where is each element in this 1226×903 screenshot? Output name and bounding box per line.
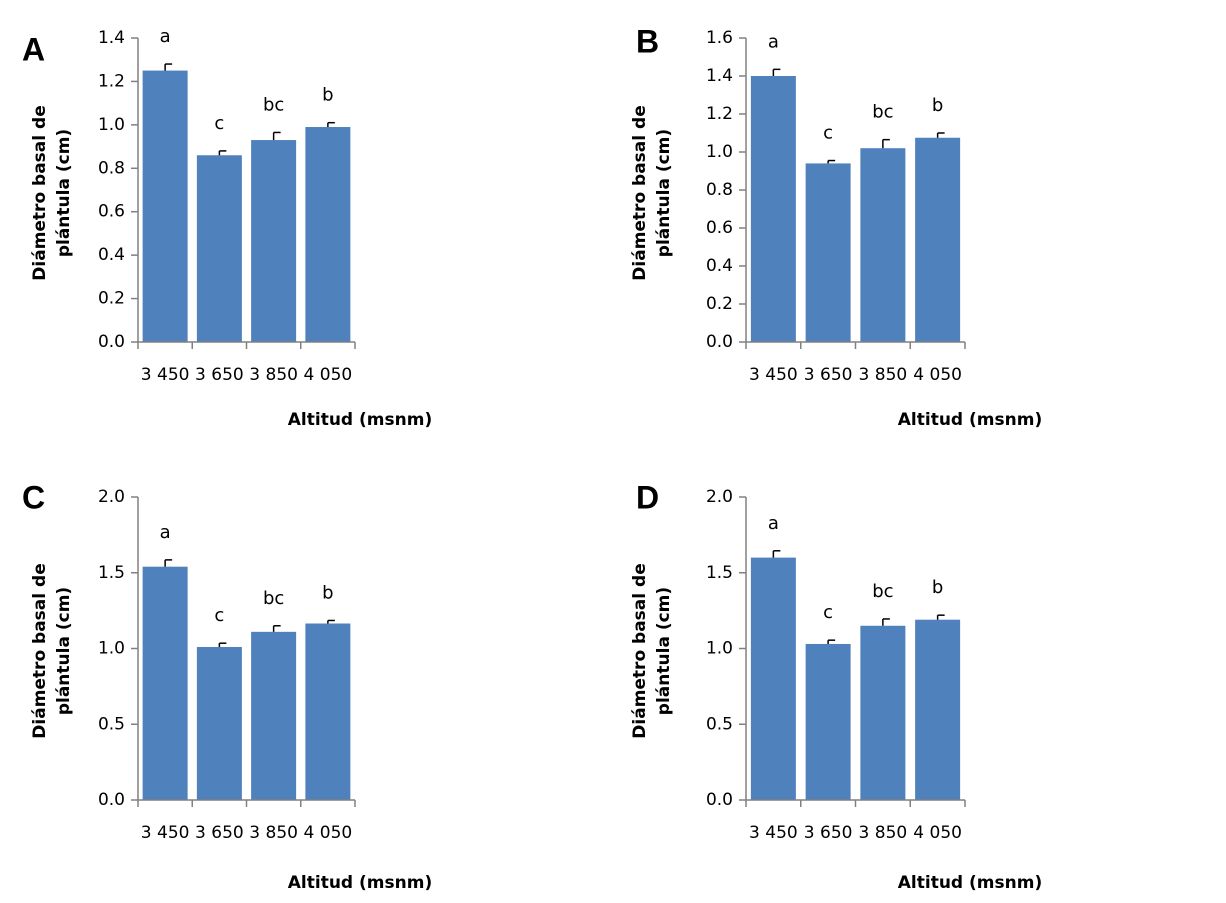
y-axis-title: plántula (cm) (654, 587, 674, 715)
bar (251, 631, 297, 800)
y-tick-label: 1.2 (706, 104, 733, 124)
y-tick-label: 1.0 (706, 142, 733, 162)
significance-label: a (768, 513, 779, 534)
significance-label: b (932, 95, 943, 116)
bar (750, 557, 796, 800)
y-tick-label: 1.5 (98, 563, 125, 583)
y-tick-label: 1.4 (98, 28, 125, 48)
x-tick-label: 3 850 (249, 823, 298, 843)
bar (805, 163, 851, 342)
y-axis-title: Diámetro basal de (30, 563, 50, 738)
y-tick-label: 1.0 (706, 639, 733, 659)
y-tick-label: 0.4 (98, 245, 125, 265)
y-tick-label: 0.5 (706, 714, 733, 734)
chart-panel-d: D 0.0 0.5 1.0 1.5 2.0 a 3 450 c 3 650 bc 3 850 b 4 05… (630, 479, 1042, 893)
significance-label: c (823, 602, 833, 623)
panel-label: A (22, 31, 45, 67)
panel-label: C (22, 479, 45, 515)
y-tick-label: 0.5 (98, 714, 125, 734)
bar (196, 155, 242, 342)
y-tick-label: 0.0 (706, 790, 733, 810)
y-axis-title: plántula (cm) (54, 587, 74, 715)
x-tick-label: 3 650 (195, 823, 244, 843)
y-tick-label: 0.0 (706, 332, 733, 352)
significance-label: a (160, 522, 171, 543)
x-tick-label: 3 850 (249, 365, 298, 385)
significance-label: b (322, 85, 333, 106)
x-tick-label: 3 450 (141, 823, 190, 843)
y-tick-label: 0.4 (706, 256, 733, 276)
y-tick-label: 2.0 (98, 487, 125, 507)
significance-label: c (823, 123, 833, 144)
y-tick-label: 0.6 (706, 218, 733, 238)
significance-label: c (214, 605, 224, 626)
x-tick-label: 4 050 (913, 365, 962, 385)
y-tick-label: 1.0 (98, 115, 125, 135)
y-tick-label: 0.0 (98, 790, 125, 810)
y-tick-label: 1.2 (98, 71, 125, 91)
bar (142, 566, 188, 800)
y-tick-label: 1.4 (706, 66, 733, 86)
y-axis-title: Diámetro basal de (30, 105, 50, 280)
x-tick-label: 3 650 (804, 823, 853, 843)
x-tick-label: 4 050 (304, 365, 353, 385)
y-tick-label: 0.2 (98, 289, 125, 309)
x-tick-label: 3 650 (804, 365, 853, 385)
panel-label: B (636, 23, 659, 59)
y-axis-title: Diámetro basal de (630, 105, 650, 280)
y-tick-label: 1.5 (706, 563, 733, 583)
significance-label: c (214, 113, 224, 134)
significance-label: a (160, 26, 171, 47)
bar (305, 623, 351, 800)
bar (915, 137, 961, 342)
bar (305, 127, 351, 343)
y-tick-label: 1.0 (98, 639, 125, 659)
x-tick-label: 3 850 (859, 823, 908, 843)
y-axis-title: plántula (cm) (54, 129, 74, 257)
bar (196, 646, 242, 800)
x-axis-title: Altitud (msnm) (898, 873, 1042, 893)
x-tick-label: 4 050 (913, 823, 962, 843)
panel-label: D (636, 479, 659, 515)
bar (860, 148, 906, 342)
x-tick-label: 3 650 (195, 365, 244, 385)
x-tick-label: 3 450 (749, 365, 798, 385)
bar (251, 140, 297, 342)
x-axis-title: Altitud (msnm) (288, 410, 432, 430)
significance-label: bc (872, 581, 893, 602)
significance-label: a (768, 31, 779, 52)
y-axis-title: plántula (cm) (654, 129, 674, 257)
bar (860, 625, 906, 800)
x-tick-label: 4 050 (304, 823, 353, 843)
y-tick-label: 0.0 (98, 332, 125, 352)
significance-label: bc (263, 94, 284, 115)
chart-panel-b: B 0.0 0.2 0.4 0.6 0.8 1.0 1.2 1.4 1.6 a 3 450 c 3 650… (630, 23, 1042, 430)
chart-panel-c: C 0.0 0.5 1.0 1.5 2.0 a 3 450 c 3 650 bc 3 850 b 4 05… (22, 479, 432, 893)
y-tick-label: 2.0 (706, 487, 733, 507)
significance-label: b (322, 582, 333, 603)
bar (805, 643, 851, 800)
x-axis-title: Altitud (msnm) (288, 873, 432, 893)
x-tick-label: 3 450 (749, 823, 798, 843)
bar (750, 76, 796, 342)
significance-label: bc (263, 588, 284, 609)
y-tick-label: 0.2 (706, 294, 733, 314)
bar (142, 70, 188, 343)
chart-panel-a: A 0.0 0.2 0.4 0.6 0.8 1.0 1.2 1.4 a 3 450 c 3 650 bc 3… (22, 26, 432, 430)
significance-label: b (932, 577, 943, 598)
x-tick-label: 3 450 (141, 365, 190, 385)
bar (915, 619, 961, 800)
y-axis-title: Diámetro basal de (630, 563, 650, 738)
y-tick-label: 1.6 (706, 28, 733, 48)
significance-label: bc (872, 102, 893, 123)
y-tick-label: 0.8 (706, 180, 733, 200)
x-axis-title: Altitud (msnm) (898, 410, 1042, 430)
x-tick-label: 3 850 (859, 365, 908, 385)
y-tick-label: 0.6 (98, 202, 125, 222)
y-tick-label: 0.8 (98, 158, 125, 178)
